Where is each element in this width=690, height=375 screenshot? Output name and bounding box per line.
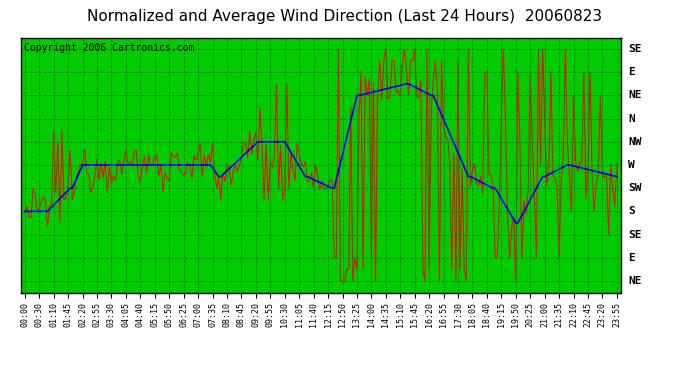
Text: N: N [628, 114, 635, 124]
Text: NE: NE [628, 90, 642, 101]
Text: NE: NE [628, 276, 642, 286]
Text: NW: NW [628, 137, 642, 147]
Text: SE: SE [628, 230, 642, 240]
Text: E: E [628, 67, 635, 77]
Text: S: S [628, 206, 635, 216]
Text: Normalized and Average Wind Direction (Last 24 Hours)  20060823: Normalized and Average Wind Direction (L… [88, 9, 602, 24]
Text: SW: SW [628, 183, 642, 193]
Text: E: E [628, 253, 635, 263]
Text: SE: SE [628, 44, 642, 54]
Text: W: W [628, 160, 635, 170]
Text: Copyright 2006 Cartronics.com: Copyright 2006 Cartronics.com [23, 43, 194, 52]
